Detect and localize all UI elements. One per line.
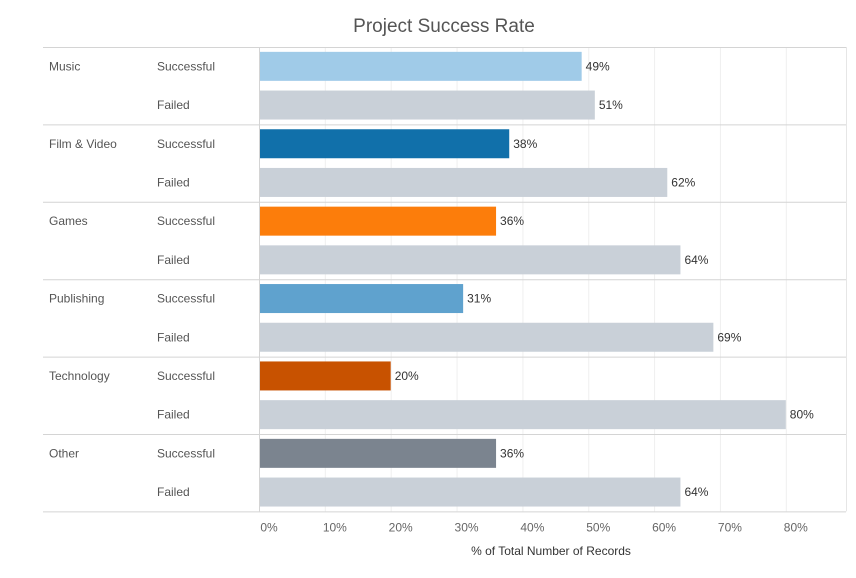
- bar-failed[interactable]: [260, 90, 595, 120]
- category-label: Publishing: [49, 292, 104, 306]
- bar-failed[interactable]: [260, 400, 786, 430]
- bars-layer: [260, 51, 786, 507]
- category-label: Other: [49, 446, 79, 460]
- category-label: Games: [49, 214, 88, 228]
- x-tick-label: 50%: [586, 520, 610, 534]
- x-tick-label: 80%: [784, 520, 808, 534]
- data-label: 64%: [684, 253, 708, 267]
- row-label-successful: Successful: [157, 214, 215, 228]
- row-label-failed: Failed: [157, 408, 190, 422]
- bar-successful[interactable]: [260, 206, 497, 236]
- bar-failed[interactable]: [260, 245, 681, 275]
- row-label-failed: Failed: [157, 98, 190, 112]
- row-label-successful: Successful: [157, 292, 215, 306]
- data-label: 36%: [500, 446, 524, 460]
- x-axis: 0% 10% 20% 30% 40% 50% 60% 70% 80%: [260, 520, 808, 534]
- bar-successful[interactable]: [260, 361, 391, 391]
- x-tick-label: 0%: [260, 520, 278, 534]
- bar-successful[interactable]: [260, 438, 497, 468]
- data-label: 51%: [599, 98, 623, 112]
- category-label: Technology: [49, 369, 110, 383]
- bar-successful[interactable]: [260, 51, 582, 81]
- bar-successful[interactable]: [260, 129, 510, 159]
- row-label-failed: Failed: [157, 485, 190, 499]
- row-label-successful: Successful: [157, 137, 215, 151]
- x-tick-label: 70%: [718, 520, 742, 534]
- bar-failed[interactable]: [260, 477, 681, 507]
- grid-layer: [43, 47, 847, 513]
- category-label: Music: [49, 59, 80, 73]
- bar-failed[interactable]: [260, 167, 668, 197]
- bar-failed[interactable]: [260, 322, 714, 352]
- x-axis-title: % of Total Number of Records: [471, 544, 631, 558]
- data-label: 62%: [671, 175, 695, 189]
- row-label-failed: Failed: [157, 330, 190, 344]
- data-label: 49%: [586, 59, 610, 73]
- chart-title: Project Success Rate: [353, 16, 535, 37]
- row-label-failed: Failed: [157, 253, 190, 267]
- data-label: 64%: [684, 485, 708, 499]
- bar-successful[interactable]: [260, 284, 464, 314]
- data-label: 38%: [513, 137, 537, 151]
- x-tick-label: 20%: [389, 520, 413, 534]
- data-label: 31%: [467, 292, 491, 306]
- data-label: 20%: [395, 369, 419, 383]
- data-label: 36%: [500, 214, 524, 228]
- x-tick-label: 10%: [323, 520, 347, 534]
- row-label-successful: Successful: [157, 59, 215, 73]
- x-tick-label: 40%: [520, 520, 544, 534]
- row-label-successful: Successful: [157, 446, 215, 460]
- x-tick-label: 30%: [455, 520, 479, 534]
- row-label-failed: Failed: [157, 175, 190, 189]
- data-label: 80%: [790, 408, 814, 422]
- labels-layer: Music Successful 49% Failed 51% Film & Video S…: [49, 59, 814, 499]
- data-label: 69%: [717, 330, 741, 344]
- category-label: Film & Video: [49, 137, 117, 151]
- x-tick-label: 60%: [652, 520, 676, 534]
- row-label-successful: Successful: [157, 369, 215, 383]
